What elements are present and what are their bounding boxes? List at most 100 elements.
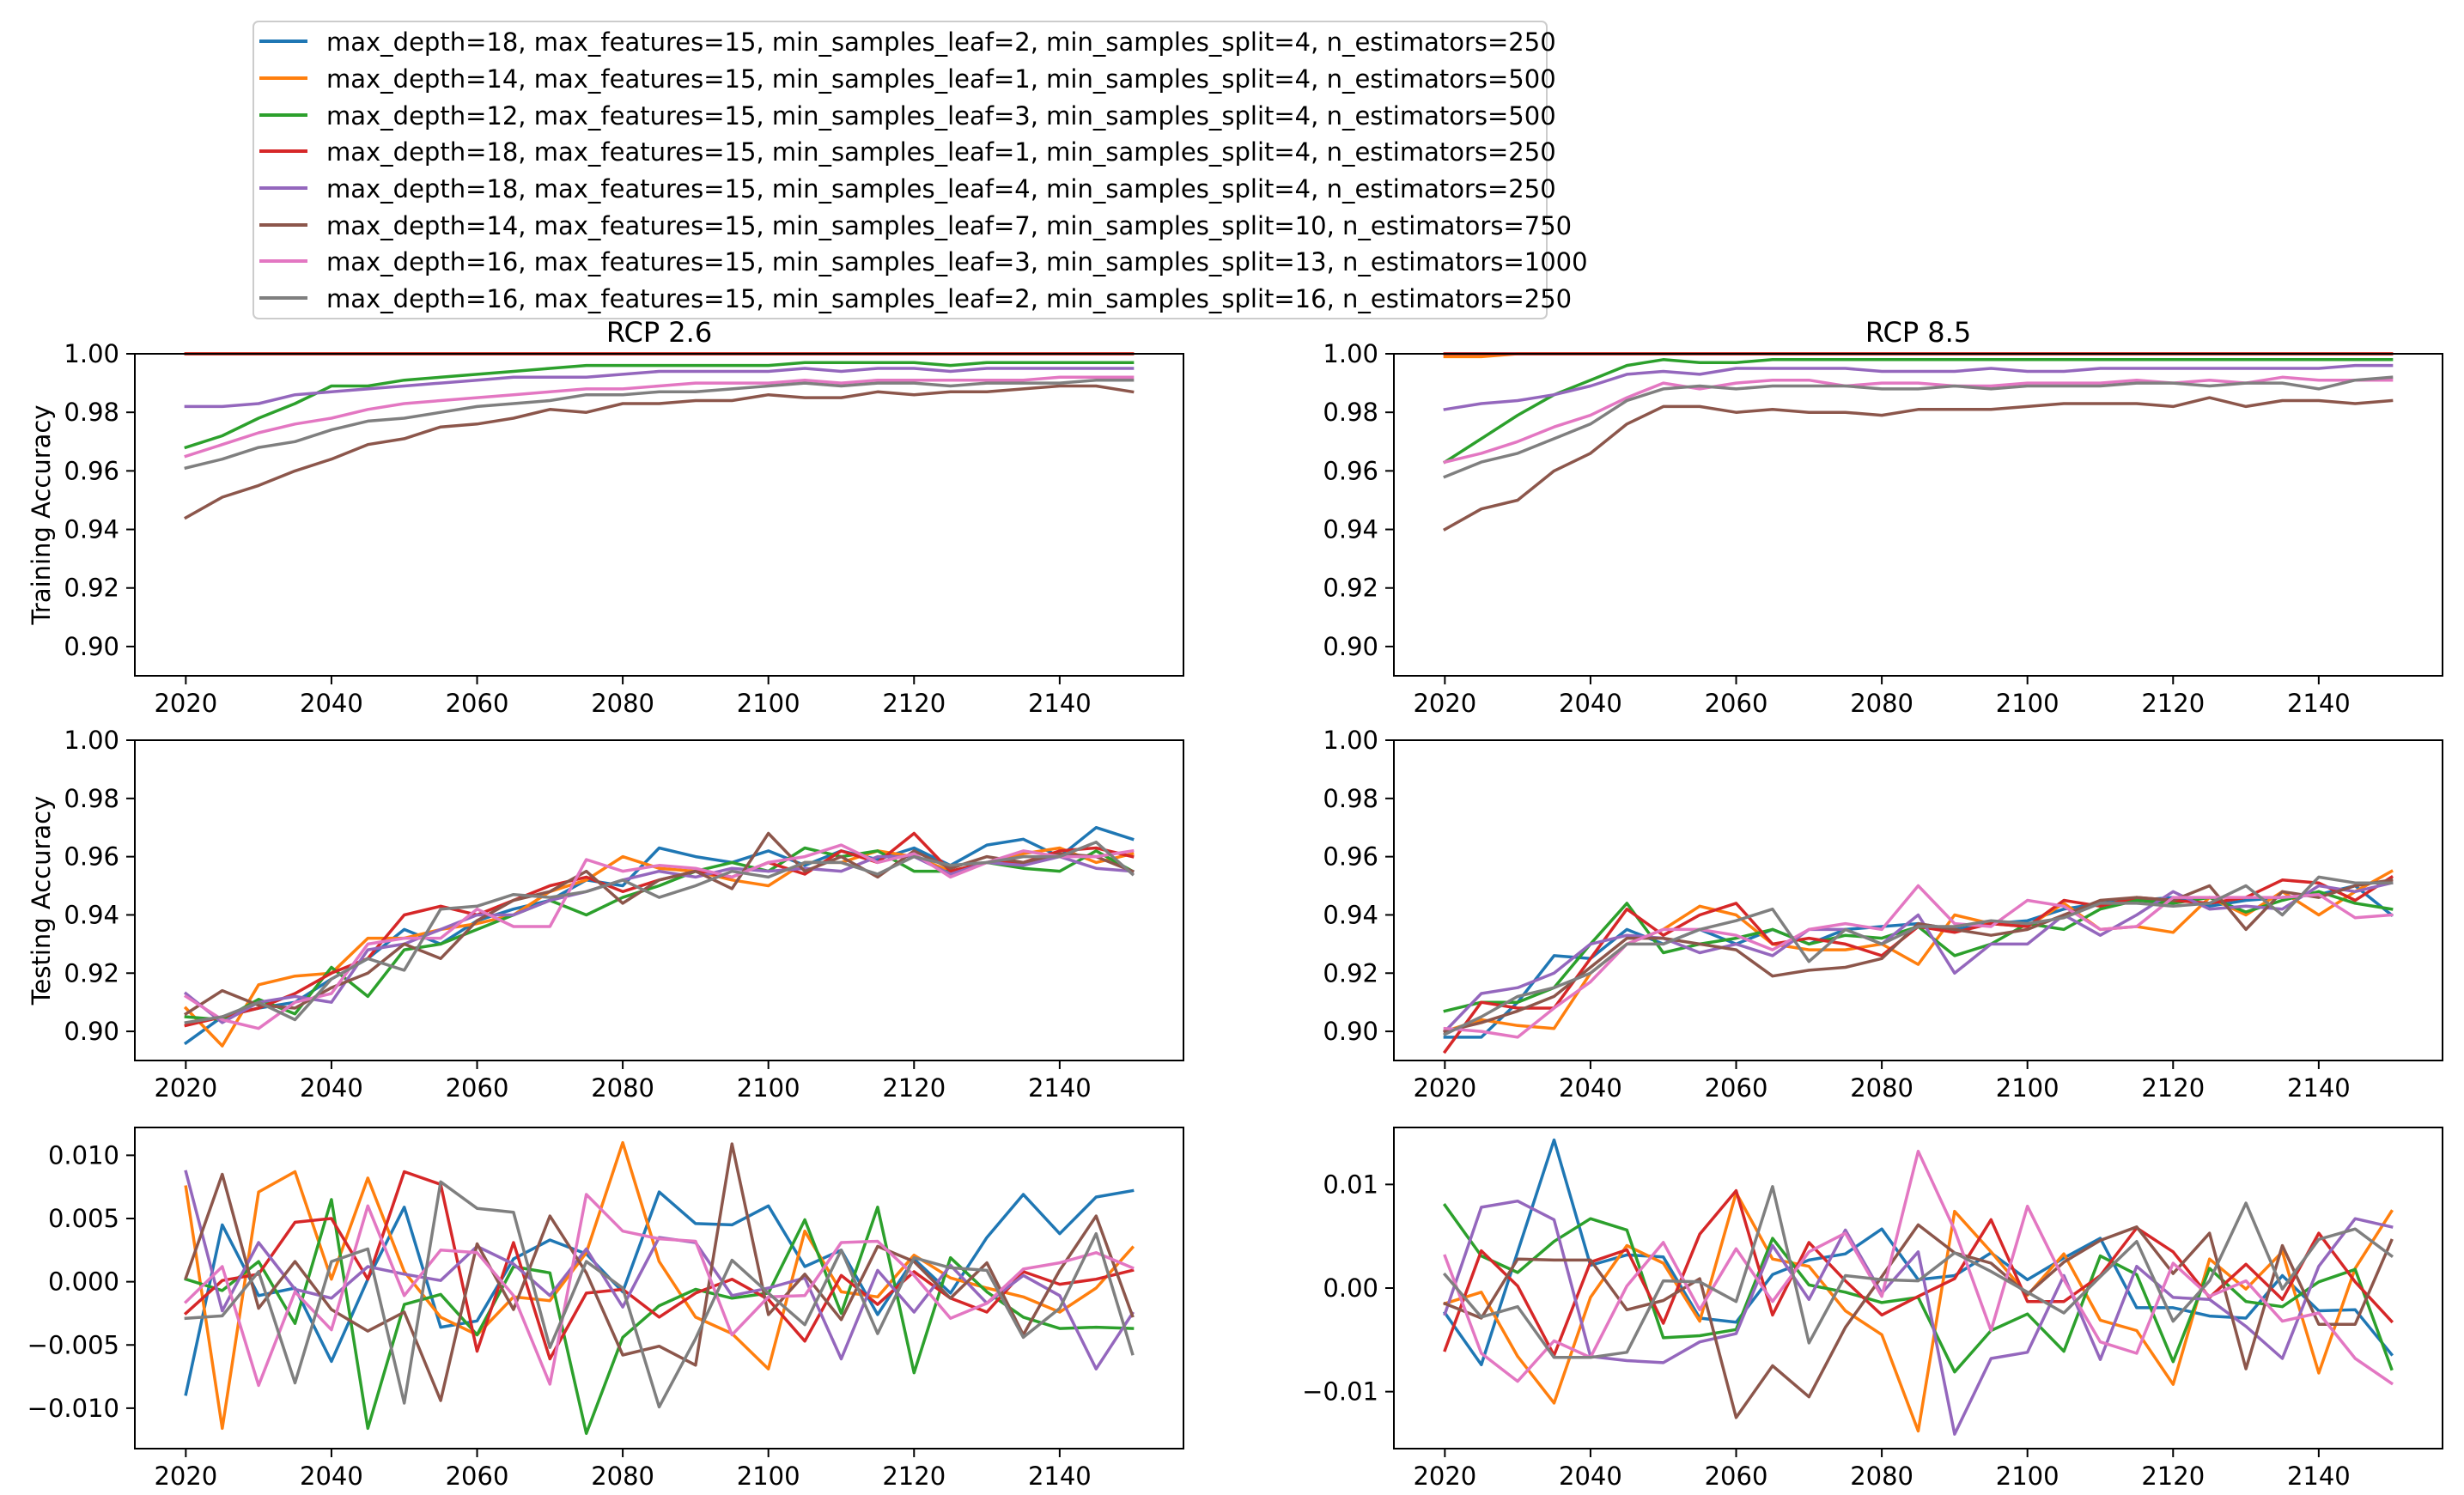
series-line-diff-26-7 [183, 1193, 1135, 1388]
x-tick-label-test-26-2060: 2060 [446, 1073, 509, 1103]
x-tick-label-diff-85-2100: 2100 [1996, 1462, 2059, 1491]
y-tick-label-diff-26-3: −0.005 [27, 1330, 119, 1359]
y-tick-label-train-85-1: 0.92 [1323, 574, 1378, 603]
y-tick-label-test-26-1: 0.92 [64, 958, 119, 988]
series-group-diff-26 [183, 1140, 1135, 1436]
y-tick-label-diff-85-0: 0.01 [1323, 1170, 1378, 1199]
chart-test-26: 2020 2040 2060 2080 2100 2120 2140 0.90 0.92 0.94… [27, 726, 1184, 1103]
y-tick-label-test-26-5: 1.00 [64, 726, 119, 755]
legend-label-1: max_depth=18, max_features=15, min_sampl… [326, 27, 1556, 57]
series-line-test-85-7 [1443, 884, 2394, 1039]
series-line-test-85-6 [1443, 878, 2394, 1034]
x-tick-label-diff-26-2040: 2040 [300, 1462, 363, 1491]
series-line-train-26-6 [184, 384, 1135, 520]
axes-frame-diff-26 [134, 1127, 1184, 1449]
chart-diff-26: 2020 2040 2060 2080 2100 2120 2140 0.010 0.005 0.… [27, 1127, 1184, 1491]
x-tick-label-diff-85-2080: 2080 [1850, 1462, 1913, 1491]
x-tick-label-train-26-2120: 2120 [882, 689, 946, 718]
series-line-train-26-8 [184, 378, 1135, 471]
axes-frame-test-26 [134, 739, 1184, 1061]
series-line-test-26-6 [183, 831, 1135, 1017]
x-tick-label-train-26-2060: 2060 [446, 689, 509, 718]
y-tick-label-test-26-4: 0.98 [64, 784, 119, 813]
legend-label-5: max_depth=18, max_features=15, min_sampl… [326, 174, 1556, 204]
x-tick-label-test-26-2040: 2040 [300, 1073, 363, 1103]
chart-title-train-26: RCP 2.6 [606, 316, 712, 349]
x-tick-label-diff-26-2100: 2100 [737, 1462, 800, 1491]
y-tick-label-train-26-0: 0.90 [64, 632, 119, 661]
y-tick-label-train-85-0: 0.90 [1323, 632, 1378, 661]
y-tick-label-train-26-1: 0.92 [64, 574, 119, 603]
x-tick-label-diff-85-2060: 2060 [1705, 1462, 1768, 1491]
x-tick-label-diff-85-2120: 2120 [2141, 1462, 2205, 1491]
series-line-train-26-3 [184, 361, 1135, 450]
series-line-test-85-8 [1443, 875, 2394, 1036]
series-line-diff-26-2 [184, 1140, 1135, 1431]
x-tick-label-test-85-2040: 2040 [1559, 1073, 1622, 1103]
series-line-diff-85-5 [1443, 1199, 2394, 1436]
series-line-test-85-5 [1442, 881, 2394, 1034]
y-tick-label-diff-85-1: 0.00 [1323, 1273, 1378, 1303]
panels: 2020 2040 2060 2080 2100 2120 2140 0.90 0.92 0.94… [27, 316, 2443, 1491]
legend-label-2: max_depth=14, max_features=15, min_sampl… [326, 64, 1556, 94]
y-tick-label-test-85-0: 0.90 [1323, 1017, 1378, 1046]
chart-diff-85: 2020 2040 2060 2080 2100 2120 2140 0.01 0.00 −0.0… [1302, 1127, 2443, 1491]
x-tick-label-train-85-2020: 2020 [1413, 689, 1476, 718]
x-tick-label-train-26-2020: 2020 [154, 689, 217, 718]
x-tick-label-test-85-2100: 2100 [1996, 1073, 2059, 1103]
y-tick-label-train-26-3: 0.96 [64, 456, 119, 485]
legend-label-3: max_depth=12, max_features=15, min_sampl… [326, 101, 1556, 131]
y-axis-label-train-26: Training Accuracy [27, 404, 56, 625]
x-tick-label-diff-26-2120: 2120 [882, 1462, 946, 1491]
x-tick-label-train-26-2080: 2080 [591, 689, 654, 718]
y-tick-label-train-26-4: 0.98 [64, 398, 119, 427]
x-tick-label-diff-26-2140: 2140 [1028, 1462, 1092, 1491]
y-tick-label-test-85-5: 1.00 [1323, 726, 1378, 755]
series-line-diff-85-4 [1443, 1188, 2394, 1358]
x-tick-label-test-26-2100: 2100 [737, 1073, 800, 1103]
chart-train-85: 2020 2040 2060 2080 2100 2120 2140 0.90 0.92 0.94… [1323, 316, 2443, 718]
legend-label-6: max_depth=14, max_features=15, min_sampl… [326, 211, 1572, 240]
legend: max_depth=18, max_features=15, min_sampl… [252, 21, 1588, 319]
legend-label-8: max_depth=16, max_features=15, min_sampl… [326, 284, 1572, 313]
series-line-diff-26-3 [184, 1198, 1135, 1436]
series-line-train-85-6 [1443, 396, 2394, 532]
y-tick-label-test-26-2: 0.94 [64, 900, 119, 929]
x-tick-label-diff-85-2020: 2020 [1413, 1462, 1476, 1491]
series-line-test-26-8 [184, 840, 1135, 1024]
y-axis-label-test-26: Testing Accuracy [27, 796, 56, 1006]
x-tick-label-test-85-2120: 2120 [2141, 1073, 2205, 1103]
x-tick-label-train-85-2120: 2120 [2141, 689, 2205, 718]
x-tick-label-train-26-2100: 2100 [737, 689, 800, 718]
y-tick-label-test-26-0: 0.90 [64, 1017, 119, 1046]
x-tick-label-diff-26-2020: 2020 [154, 1462, 217, 1491]
x-tick-label-diff-26-2080: 2080 [591, 1462, 654, 1491]
x-tick-label-test-85-2060: 2060 [1705, 1073, 1768, 1103]
x-tick-label-train-85-2060: 2060 [1705, 689, 1768, 718]
legend-frame [252, 21, 1548, 319]
y-tick-label-test-85-3: 0.96 [1323, 842, 1378, 872]
x-tick-label-diff-85-2040: 2040 [1559, 1462, 1622, 1491]
series-line-diff-85-2 [1443, 1191, 2394, 1433]
series-line-train-26-5 [184, 367, 1135, 409]
x-tick-label-train-85-2100: 2100 [1996, 689, 2059, 718]
axes-frame-train-85 [1393, 353, 2443, 677]
x-tick-label-test-26-2140: 2140 [1028, 1073, 1092, 1103]
series-line-train-85-3 [1442, 358, 2394, 465]
series-group-diff-85 [1442, 1138, 2394, 1436]
x-tick-label-diff-26-2060: 2060 [446, 1462, 509, 1491]
x-tick-label-train-26-2140: 2140 [1028, 689, 1092, 718]
series-line-train-85-7 [1443, 375, 2394, 465]
series-group-test-85 [1442, 869, 2394, 1054]
x-tick-label-test-85-2080: 2080 [1850, 1073, 1913, 1103]
x-tick-label-train-26-2040: 2040 [300, 689, 363, 718]
x-tick-label-test-26-2020: 2020 [154, 1073, 217, 1103]
series-group-test-26 [183, 825, 1135, 1048]
axes-frame-test-85 [1393, 739, 2443, 1061]
series-line-diff-26-6 [184, 1142, 1135, 1402]
y-tick-label-diff-85-2: −0.01 [1302, 1377, 1378, 1407]
series-line-diff-85-7 [1443, 1149, 2394, 1386]
series-line-diff-26-8 [184, 1180, 1135, 1409]
y-tick-label-diff-26-0: 0.010 [48, 1140, 119, 1170]
